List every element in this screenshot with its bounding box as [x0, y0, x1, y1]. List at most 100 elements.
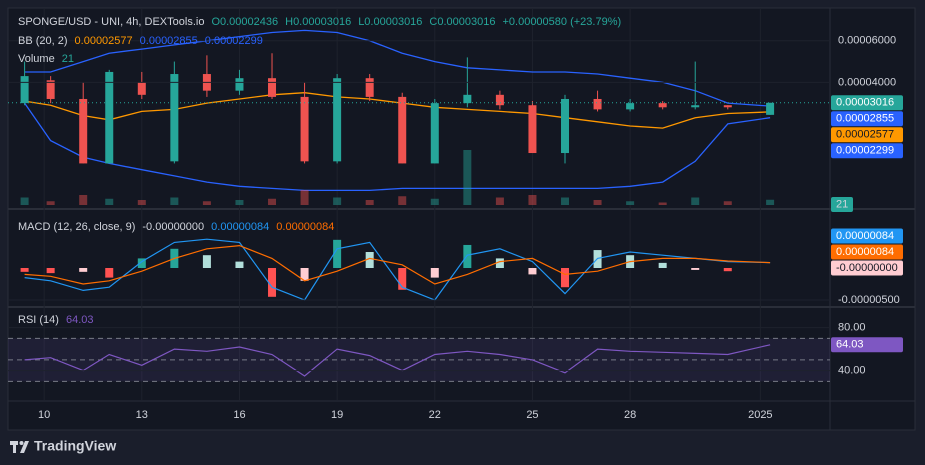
histogram-bar — [20, 268, 29, 272]
histogram-bar — [430, 268, 439, 278]
indicator-title: RSI (14) — [18, 314, 59, 326]
indicator-title: Volume — [18, 53, 55, 65]
rsi-line — [24, 344, 771, 377]
volume-badge-label: 21 — [836, 198, 848, 210]
candle-body — [691, 105, 700, 108]
histogram-bar — [463, 244, 472, 269]
volume-badge — [831, 197, 853, 212]
candle-body — [561, 98, 570, 154]
price-badge — [831, 143, 903, 159]
volume-bar — [333, 197, 342, 205]
indicator-value: 0.00002577 — [75, 35, 133, 47]
volume-bar — [79, 195, 88, 205]
price-badge-label: 64.03 — [836, 339, 864, 351]
price-badge — [831, 260, 903, 276]
x-tick-label: 2025 — [748, 409, 772, 421]
indicator-value: 64.03 — [66, 314, 94, 326]
x-tick-label: 13 — [136, 409, 148, 421]
histogram-bar — [235, 261, 244, 269]
volume-bar — [658, 202, 667, 205]
candle-body — [626, 103, 635, 110]
volume-bar — [528, 195, 537, 205]
candle-body — [528, 105, 537, 154]
histogram-bar — [268, 268, 277, 297]
y-tick-label: 0.00006000 — [838, 35, 896, 47]
indicator-value: 0.00002855 — [140, 35, 198, 47]
histogram-bar — [398, 268, 407, 290]
y-tick-label: 0.00004000 — [838, 76, 896, 88]
indicator-title: MACD (12, 26, close, 9) — [18, 221, 135, 233]
volume-bar — [398, 196, 407, 205]
candle-body — [20, 76, 29, 104]
y-tick-label: 40.00 — [838, 365, 866, 377]
ohlc-value: H0.00003016 — [285, 16, 351, 28]
volume-bar — [561, 197, 570, 205]
price-badge-label: 0.00002855 — [836, 113, 894, 125]
histogram-bar — [137, 258, 146, 269]
x-tick-label: 19 — [331, 409, 343, 421]
candle-body — [79, 98, 88, 164]
histogram-bar — [333, 239, 342, 269]
volume-bar — [268, 198, 277, 205]
volume-bar — [463, 150, 472, 205]
y-tick-label: -0.00000500 — [838, 294, 900, 306]
volume-bar — [626, 201, 635, 205]
indicator-value: 0.00000084 — [276, 221, 334, 233]
ohlc-value: L0.00003016 — [358, 16, 422, 28]
x-tick-label: 22 — [429, 409, 441, 421]
y-tick-label: 80.00 — [838, 322, 866, 334]
volume-bar — [495, 197, 504, 205]
candle-body — [593, 98, 602, 110]
indicator-value: 0.00002299 — [205, 35, 263, 47]
x-tick-label: 16 — [233, 409, 245, 421]
price-badge — [831, 228, 903, 244]
price-badge-label: 0.00002577 — [836, 129, 894, 141]
histogram-bar — [723, 268, 732, 272]
candle-body — [658, 103, 667, 108]
volume-bar — [766, 199, 775, 205]
macd-line — [24, 238, 771, 301]
volume-bar — [170, 197, 179, 205]
candle-body — [333, 78, 342, 162]
histogram-bar — [561, 268, 570, 288]
candle-body — [137, 82, 146, 95]
histogram-bar — [658, 262, 667, 269]
x-tick-label: 28 — [624, 409, 636, 421]
volume-bar — [723, 201, 732, 205]
band-line — [24, 92, 771, 129]
indicator-value: -0.00000000 — [142, 221, 204, 233]
volume — [20, 150, 775, 205]
histogram-bar — [365, 251, 374, 269]
price-badge-label: 0.00003016 — [836, 97, 894, 109]
candle-body — [170, 74, 179, 162]
price-badge-label: 0.00000084 — [836, 230, 894, 242]
price-badge — [831, 244, 903, 260]
candle-body — [300, 96, 309, 162]
level-band — [8, 338, 830, 382]
ohlc-value: C0.00003016 — [429, 16, 495, 28]
volume-bar — [593, 200, 602, 205]
price-badge-label: 0.00002299 — [836, 145, 894, 157]
candle-body — [766, 102, 775, 115]
pane — [8, 337, 830, 382]
candle-body — [365, 78, 374, 97]
candle-body — [430, 103, 439, 164]
x-tick-label: 10 — [38, 409, 50, 421]
volume-bar — [46, 201, 55, 205]
volume-bar — [105, 198, 114, 205]
histogram-bar — [300, 268, 309, 281]
price-badge — [831, 337, 903, 353]
volume-bar — [202, 201, 211, 205]
price-badge — [831, 95, 903, 111]
macd-line — [24, 244, 771, 285]
histogram-bar — [105, 268, 114, 278]
candle-body — [723, 105, 732, 108]
histogram-bar — [495, 258, 504, 269]
band-line — [24, 102, 771, 192]
candle-body — [46, 80, 55, 99]
histogram-bar — [202, 255, 211, 269]
brand-name: TradingView — [34, 438, 116, 454]
pane — [20, 238, 771, 301]
ohlc-value: +0.00000580 (+23.79%) — [502, 16, 621, 28]
histogram-bar — [46, 268, 55, 274]
